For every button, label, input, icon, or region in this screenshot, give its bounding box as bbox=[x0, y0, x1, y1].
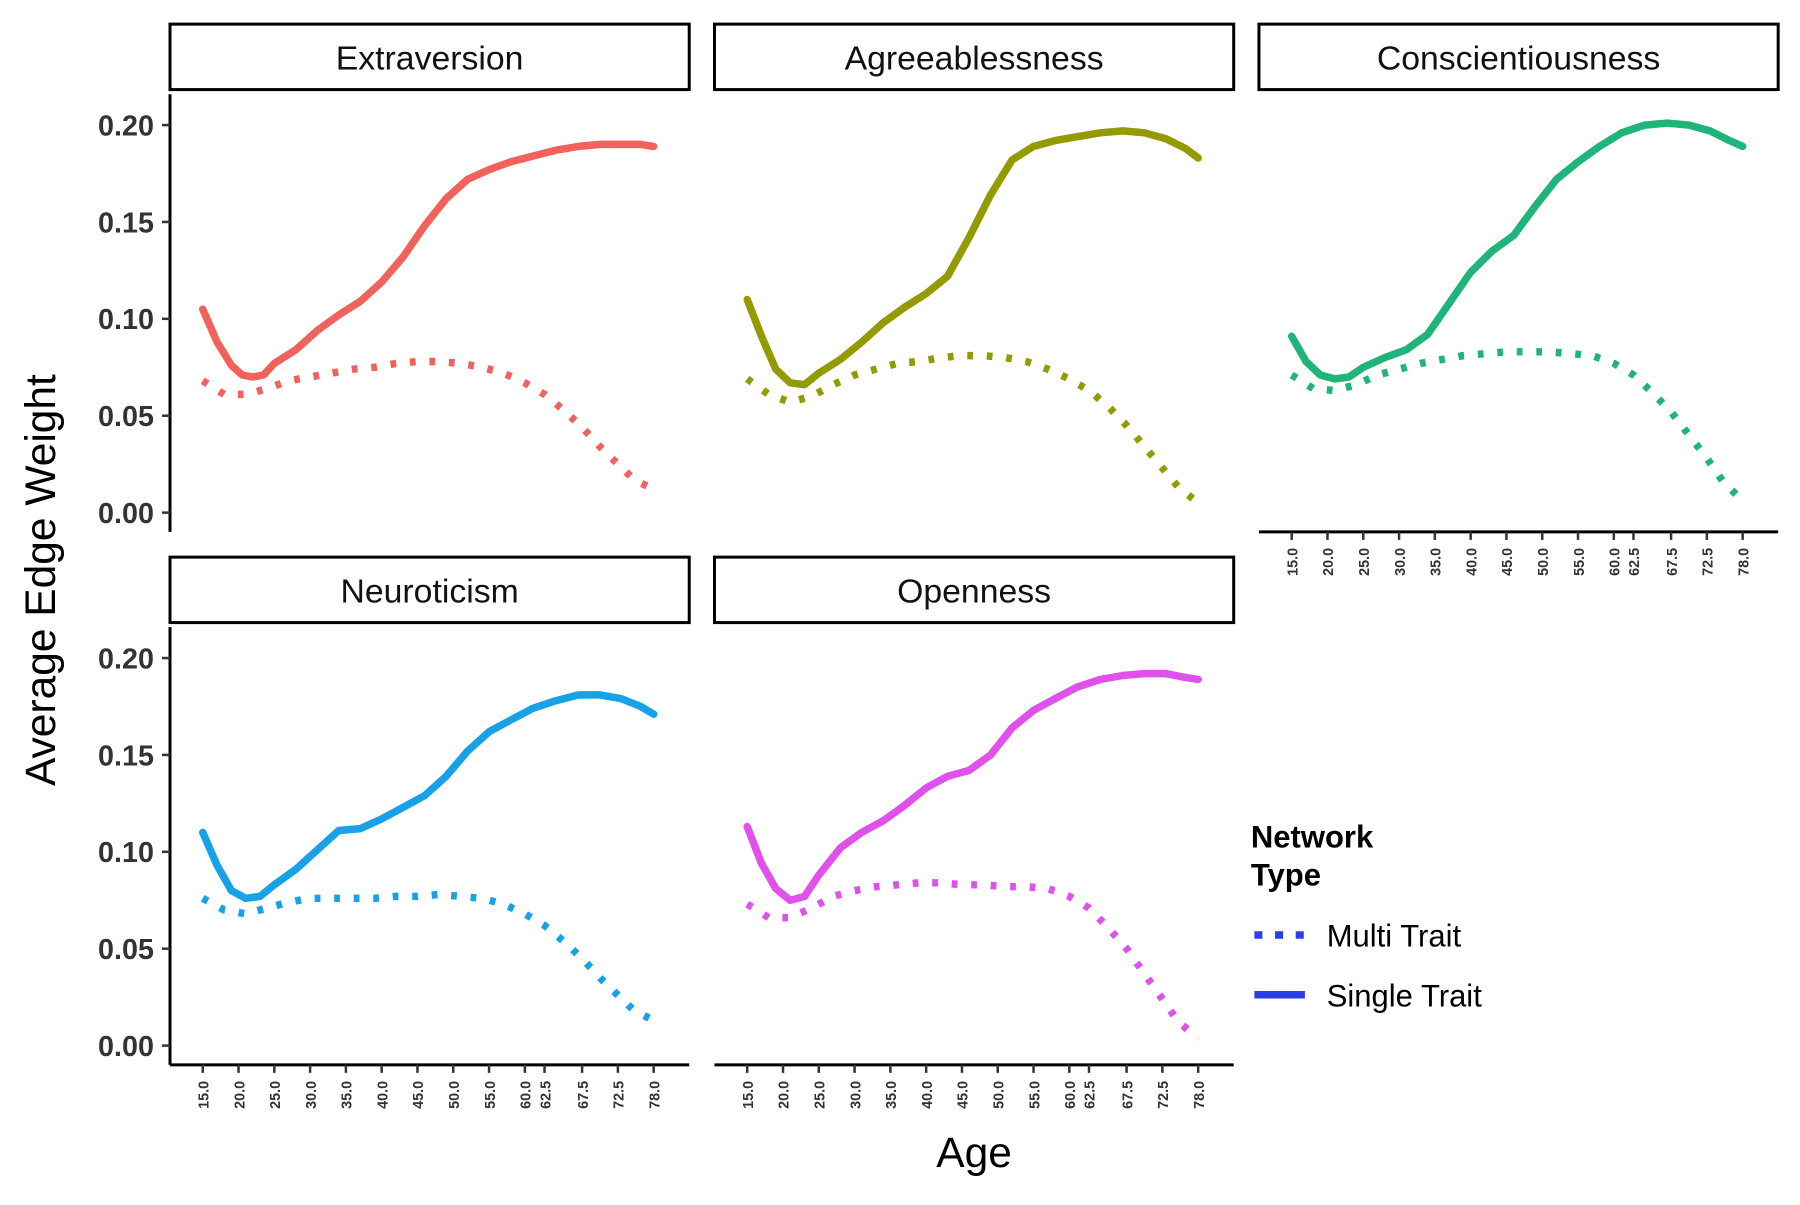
facet-panel-agreeablessness: Agreeablessness bbox=[712, 22, 1236, 506]
y-tick-label: 0.20 bbox=[98, 643, 154, 675]
facet-title: Conscientiousness bbox=[1377, 39, 1660, 77]
x-tick-label: 30.0 bbox=[848, 1081, 864, 1109]
x-tick-label: 40.0 bbox=[1464, 548, 1480, 576]
y-axis-title: Average Edge Weight bbox=[18, 374, 65, 786]
x-tick-label: 25.0 bbox=[813, 1081, 829, 1109]
x-tick-label: 78.0 bbox=[1192, 1081, 1208, 1109]
x-tick-label: 55.0 bbox=[1027, 1081, 1043, 1109]
series-line-multi-trait bbox=[200, 890, 656, 1024]
x-tick-label: 45.0 bbox=[956, 1081, 972, 1109]
legend-title: Network bbox=[1251, 820, 1374, 855]
legend-label: Single Trait bbox=[1327, 978, 1482, 1013]
series-line-multi-trait bbox=[200, 357, 656, 493]
facet-title: Extraversion bbox=[336, 39, 524, 77]
y-tick-label: 0.20 bbox=[98, 110, 154, 142]
x-tick-label: 55.0 bbox=[1572, 548, 1588, 576]
y-tick-label: 0.10 bbox=[98, 304, 154, 336]
facet-strip bbox=[712, 555, 1236, 625]
facet-strip bbox=[168, 555, 691, 625]
x-tick-label: 50.0 bbox=[991, 1081, 1007, 1109]
x-tick-label: 40.0 bbox=[375, 1081, 391, 1109]
y-tick-label: 0.05 bbox=[98, 401, 154, 433]
x-tick-label: 45.0 bbox=[1500, 548, 1516, 576]
x-tick-label: 67.5 bbox=[1120, 1081, 1136, 1109]
x-tick-label: 50.0 bbox=[1536, 548, 1552, 576]
y-tick-label: 0.15 bbox=[98, 207, 154, 239]
x-tick-label: 62.5 bbox=[1083, 1081, 1099, 1109]
legend-label: Multi Trait bbox=[1327, 919, 1462, 954]
x-tick-label: 15.0 bbox=[741, 1081, 757, 1109]
facet-panel-neuroticism: Neuroticism 0.00 0.05 0.10 0.15 0.20 15.0 20.0 2… bbox=[98, 555, 691, 1109]
x-tick-label: 60.0 bbox=[1063, 1081, 1079, 1109]
x-tick-label: 62.5 bbox=[538, 1081, 554, 1109]
y-tick-label: 0.00 bbox=[98, 498, 154, 530]
facet-panel-openness: Openness 15.0 20.0 25.0 30.0 35.0 40.0 45.0 50.0… bbox=[712, 555, 1236, 1109]
x-tick-label: 72.5 bbox=[1701, 548, 1717, 576]
facet-panel-conscientiousness: Conscientiousness 15.0 20.0 25.0 30.0 35.0 40.… bbox=[1257, 22, 1780, 576]
y-tick-label: 0.05 bbox=[98, 934, 154, 966]
x-axis-title: Age bbox=[936, 1130, 1012, 1177]
x-tick-label: 45.0 bbox=[411, 1081, 427, 1109]
y-tick-label: 0.00 bbox=[98, 1031, 154, 1063]
x-tick-label: 30.0 bbox=[1393, 548, 1409, 576]
facet-title: Agreeablessness bbox=[845, 39, 1104, 77]
x-tick-label: 55.0 bbox=[483, 1081, 499, 1109]
y-tick-label: 0.15 bbox=[98, 740, 154, 772]
y-tick-label: 0.10 bbox=[98, 837, 154, 869]
x-tick-label: 40.0 bbox=[920, 1081, 936, 1109]
x-tick-label: 78.0 bbox=[1736, 548, 1752, 576]
x-tick-label: 15.0 bbox=[196, 1081, 212, 1109]
x-tick-label: 50.0 bbox=[447, 1081, 463, 1109]
facet-strip bbox=[712, 22, 1236, 92]
x-tick-label: 20.0 bbox=[232, 1081, 248, 1109]
series-line-single-trait bbox=[1287, 119, 1747, 383]
x-tick-label: 15.0 bbox=[1285, 548, 1301, 576]
series-line-single-trait bbox=[743, 127, 1202, 389]
x-tick-label: 20.0 bbox=[1321, 548, 1337, 576]
x-tick-label: 60.0 bbox=[519, 1081, 535, 1109]
x-tick-label: 20.0 bbox=[777, 1081, 793, 1109]
series-line-single-trait bbox=[198, 691, 658, 903]
x-tick-label: 62.5 bbox=[1627, 548, 1643, 576]
facet-strip bbox=[168, 22, 691, 92]
x-tick-label: 35.0 bbox=[340, 1081, 356, 1109]
facet-title: Neuroticism bbox=[340, 572, 518, 610]
series-line-single-trait bbox=[198, 140, 658, 381]
x-tick-label: 25.0 bbox=[1357, 548, 1373, 576]
facet-panel-extraversion: Extraversion 0.00 0.05 0.10 0.15 0.20 bbox=[98, 22, 691, 532]
legend-title: Type bbox=[1251, 858, 1321, 893]
x-tick-label: 30.0 bbox=[304, 1081, 320, 1109]
x-tick-label: 60.0 bbox=[1608, 548, 1624, 576]
series-line-single-trait bbox=[743, 669, 1202, 905]
facet-title: Openness bbox=[897, 572, 1051, 610]
series-line-multi-trait bbox=[745, 879, 1201, 1041]
x-tick-label: 72.5 bbox=[612, 1081, 628, 1109]
x-tick-label: 35.0 bbox=[884, 1081, 900, 1109]
x-tick-label: 67.5 bbox=[576, 1081, 592, 1109]
x-tick-label: 25.0 bbox=[268, 1081, 284, 1109]
x-tick-label: 35.0 bbox=[1429, 548, 1445, 576]
x-tick-label: 67.5 bbox=[1665, 548, 1681, 576]
x-tick-label: 78.0 bbox=[647, 1081, 663, 1109]
facet-strip bbox=[1257, 22, 1780, 92]
x-tick-label: 72.5 bbox=[1156, 1081, 1172, 1109]
